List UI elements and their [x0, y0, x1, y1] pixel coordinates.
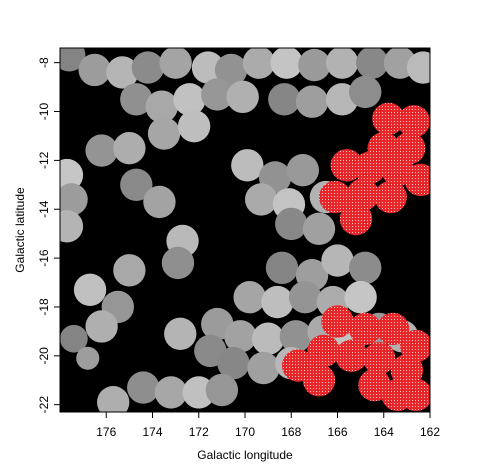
coverage-field [78, 53, 111, 87]
coverage-field [224, 320, 257, 353]
coverage-field [97, 386, 130, 412]
x-tick-label: 164 [374, 425, 394, 439]
highlighted-field [319, 180, 352, 214]
coverage-field [161, 246, 195, 280]
highlighted-field [339, 202, 373, 236]
coverage-field [60, 158, 84, 192]
x-axis: 176 174 172 170 168 166 164 162 [96, 412, 440, 439]
y-tick-label: -10 [37, 103, 51, 121]
coverage-field [325, 48, 359, 79]
y-tick-label: -16 [37, 249, 51, 267]
y-axis-title: Galactic latitude [13, 187, 27, 273]
y-tick-label: -22 [37, 396, 51, 414]
coverage-field [302, 212, 336, 245]
coverage-field [113, 254, 146, 287]
x-tick-label: 176 [96, 425, 116, 439]
y-tick-label: -8 [37, 57, 51, 68]
coverage-field [247, 351, 280, 385]
coverage-field [85, 310, 118, 343]
highlighted-field [362, 342, 396, 375]
highlighted-field [397, 105, 430, 138]
highlighted-field [346, 178, 380, 211]
highlighted-field [399, 329, 430, 363]
coverage-field [356, 48, 389, 79]
coverage-field [406, 51, 430, 84]
coverage-field [231, 149, 264, 182]
coverage-field [173, 83, 206, 116]
y-tick-label: -18 [37, 298, 51, 316]
highlighted-field [335, 339, 368, 372]
x-tick-label: 168 [281, 425, 301, 439]
coverage-field [275, 207, 308, 241]
coverage-field [143, 185, 176, 219]
coverage-layer [60, 48, 430, 412]
coverage-field [131, 51, 165, 84]
coverage-field [120, 168, 153, 201]
coverage-field [60, 210, 84, 243]
coverage-field [60, 324, 88, 353]
coverage-field [106, 56, 139, 89]
highlight-layer [282, 102, 430, 412]
coverage-field [145, 90, 178, 123]
coverage-field [60, 48, 86, 72]
y-tick-label: -20 [37, 347, 51, 365]
highlighted-field [374, 180, 407, 214]
coverage-field [288, 280, 322, 314]
coverage-field [233, 280, 266, 314]
coverage-field [120, 83, 153, 116]
x-tick-label: 166 [327, 425, 347, 439]
x-tick-label: 170 [235, 425, 255, 439]
coverage-field [205, 373, 239, 407]
x-tick-label: 174 [142, 425, 162, 439]
coverage-field [76, 346, 100, 370]
coverage-field [265, 251, 299, 285]
x-axis-title: Galactic longitude [197, 448, 293, 462]
highlighted-field [349, 312, 382, 346]
y-tick-label: -12 [37, 151, 51, 169]
coverage-field [73, 273, 107, 307]
y-axis: -8 -10 -12 -14 -16 -18 -20 -22 [37, 57, 60, 413]
coverage-field [177, 109, 211, 143]
coverage-field [321, 244, 354, 277]
coverage-field [245, 183, 278, 216]
highlighted-field [321, 305, 354, 338]
coverage-field [85, 134, 118, 167]
coverage-field [298, 48, 331, 82]
coverage-field [147, 117, 181, 150]
coverage-field [344, 280, 377, 314]
coverage-field [268, 83, 301, 116]
coverage-field [60, 183, 88, 216]
coverage-field [349, 251, 382, 285]
highlighted-field [376, 312, 410, 346]
coverage-field [127, 371, 160, 404]
coverage-field [113, 131, 146, 165]
coverage-field [279, 320, 313, 353]
coverage-field [154, 376, 188, 409]
highlighted-field [353, 151, 387, 184]
coverage-field [159, 48, 192, 79]
highlighted-field [372, 102, 405, 136]
coverage-field [286, 153, 319, 187]
highlighted-field [302, 364, 336, 397]
coverage-field [201, 78, 234, 111]
highlighted-field [399, 378, 430, 412]
x-tick-label: 162 [420, 425, 440, 439]
coverage-field [217, 346, 250, 380]
coverage-field [214, 53, 248, 87]
coverage-field [242, 48, 276, 79]
coverage-field [295, 85, 329, 118]
coverage-field [164, 317, 197, 351]
coverage-field [270, 48, 303, 79]
coverage-field [226, 80, 259, 114]
x-tick-label: 172 [189, 425, 209, 439]
coverage-field [349, 75, 382, 109]
y-tick-label: -14 [37, 200, 51, 218]
coverage-field [251, 322, 285, 355]
highlighted-field [390, 354, 424, 387]
highlighted-field [404, 163, 430, 197]
highlighted-field [307, 334, 340, 368]
coverage-field [261, 285, 294, 319]
